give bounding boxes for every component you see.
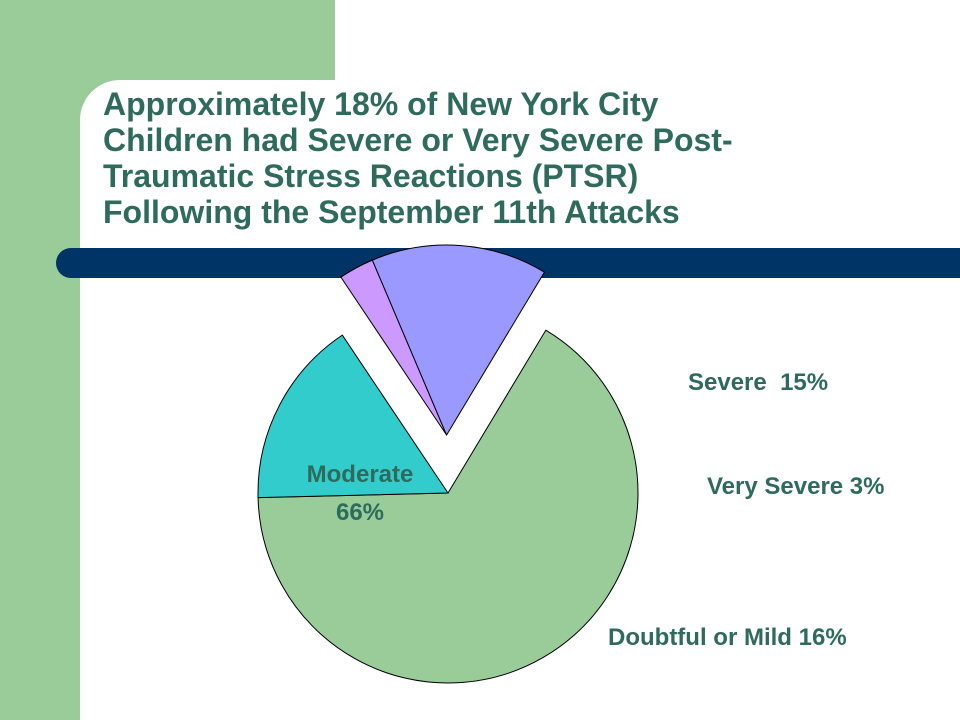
pie-label-very-severe: Very Severe 3% — [707, 473, 884, 500]
pie-label-severe: Severe 15% — [688, 369, 828, 396]
pie-label-line: 66% — [336, 499, 384, 526]
title-line-3: Traumatic Stress Reactions (PTSR) — [103, 158, 639, 194]
title-line-4: Following the September 11th Attacks — [103, 194, 680, 230]
pie-label-doubtful-or-mild: Doubtful or Mild 16% — [608, 624, 847, 651]
pie-label-line: Severe 15% — [688, 369, 828, 396]
title-line-2: Children had Severe or Very Severe Post- — [103, 122, 733, 158]
pie-label-moderate: Moderate 66% — [307, 461, 414, 526]
pie-slice-severe — [371, 244, 546, 437]
pie-label-line: Doubtful or Mild 16% — [608, 624, 847, 651]
pie-slice-doubtful-or-mild — [257, 334, 449, 499]
pie-label-line: Very Severe 3% — [707, 473, 884, 500]
slide-title: Approximately 18% of New York City Child… — [103, 86, 903, 230]
pie-label-line: Moderate — [307, 461, 414, 488]
pie-slice-moderate — [257, 329, 639, 684]
title-line-1: Approximately 18% of New York City — [103, 86, 659, 122]
